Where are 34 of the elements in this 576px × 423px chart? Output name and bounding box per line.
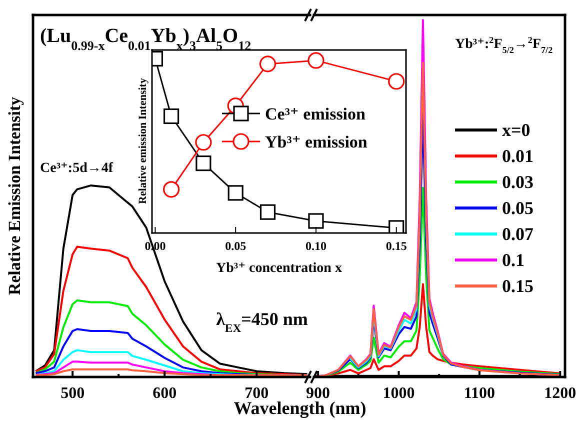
point (163, 108, 180, 124)
x-tick-label: 600 (152, 385, 177, 402)
point (308, 213, 324, 229)
x-tick-label: 0.10 (305, 239, 326, 253)
x-tick-label: 1100 (464, 385, 496, 402)
legend-label: Ce³⁺ emission (265, 104, 366, 124)
point (228, 185, 244, 201)
legend-label: x=0 (502, 120, 530, 140)
point (260, 204, 276, 220)
point (162, 181, 180, 198)
x-tick-label: 0.05 (225, 239, 246, 253)
annotation: Yb³⁺:$^{2}$F$_{5/2}$→$^{2}$F$_{7/2}$ (455, 35, 554, 55)
point (196, 155, 212, 172)
legend-label: 0.07 (502, 224, 534, 244)
x-tick-label: 0.15 (386, 239, 407, 253)
annotation: λ$_{EX}$=450 nm (216, 309, 308, 334)
point (308, 52, 324, 69)
x-tick-label: 1200 (544, 385, 576, 402)
x-tick-label: 1000 (382, 385, 415, 402)
legend-label: 0.05 (502, 198, 534, 218)
legend-label: 0.01 (502, 146, 534, 166)
legend-label: 0.03 (502, 172, 534, 192)
text: Ce³⁺:5d→4f (40, 161, 114, 176)
legend-label: 0.15 (502, 276, 534, 296)
point (388, 220, 404, 233)
y-axis-title: Relative emission Intensity (137, 78, 149, 204)
point (195, 134, 212, 151)
y-axis-title: Relative Emission Intensity (5, 96, 24, 296)
point (388, 73, 405, 90)
x-tick-label: 500 (60, 385, 85, 402)
legend-label: Yb³⁺ emission (265, 132, 368, 152)
point (259, 56, 276, 72)
x-axis-title: Yb³⁺ concentration x (216, 261, 342, 276)
legend-label: 0.1 (502, 250, 524, 270)
